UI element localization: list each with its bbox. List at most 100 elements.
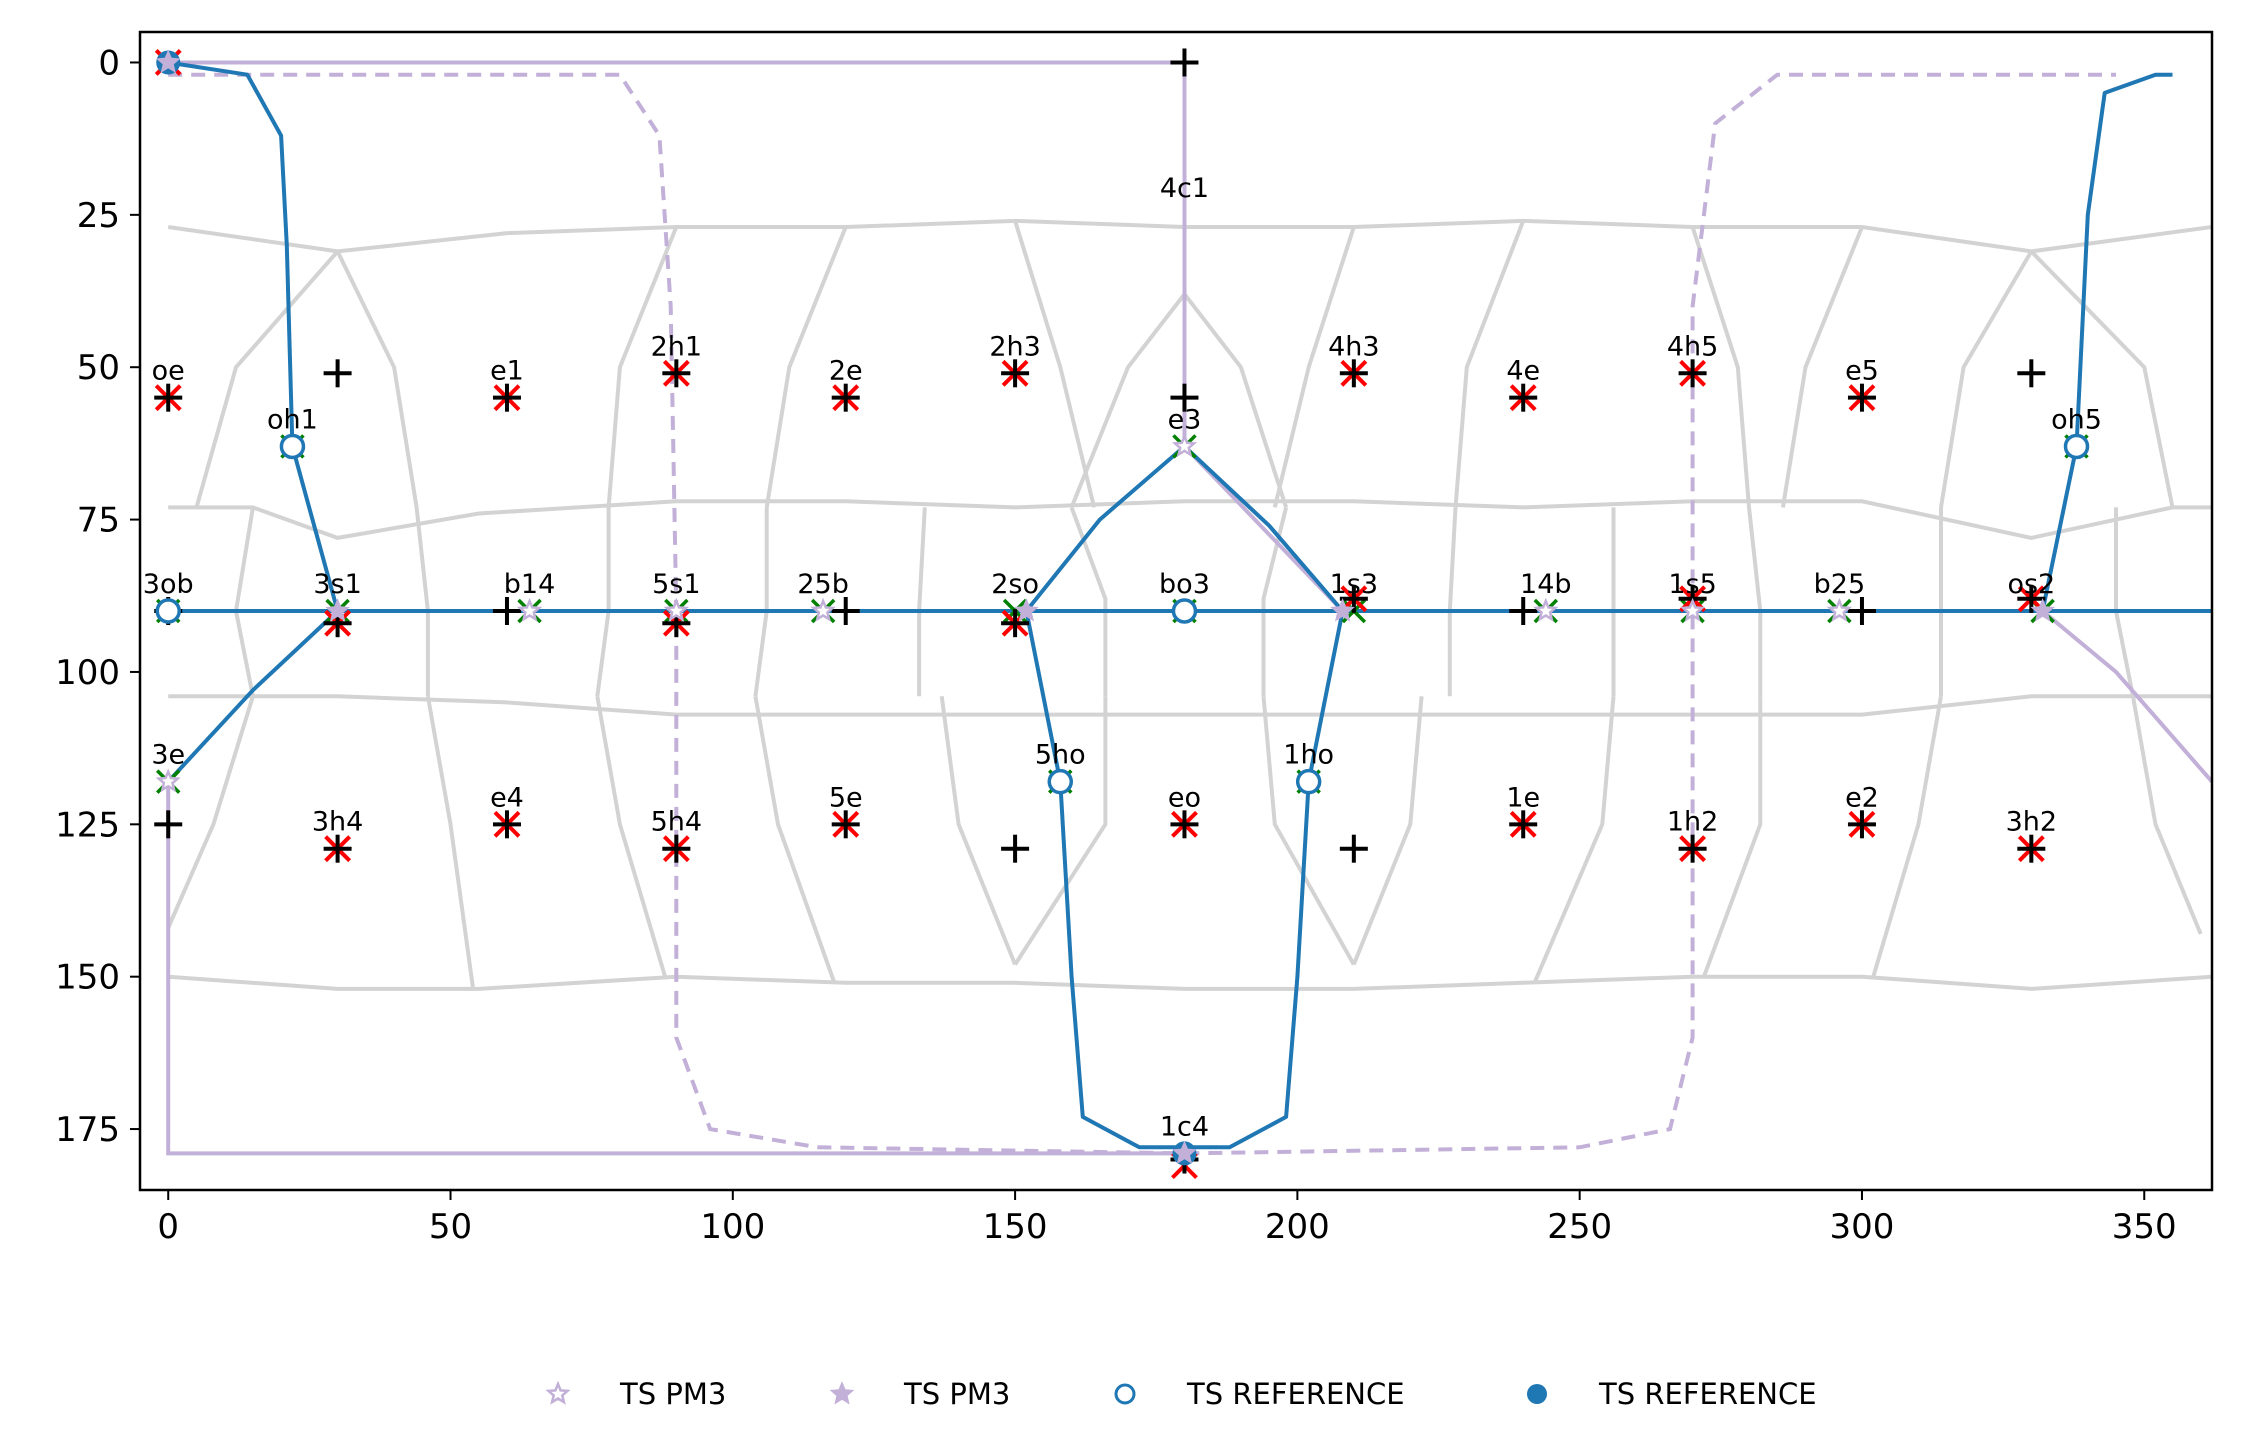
ts-reference-open-point bbox=[279, 433, 306, 460]
x-tick-label: 200 bbox=[1265, 1207, 1330, 1247]
plus-marker bbox=[1678, 834, 1707, 863]
point-label: 5e bbox=[829, 782, 863, 813]
mesh-line bbox=[1013, 220, 1097, 508]
plus-marker bbox=[1170, 810, 1199, 839]
point-label: 4h3 bbox=[1328, 331, 1379, 362]
point-label: eo bbox=[1168, 782, 1201, 813]
mesh-line bbox=[1702, 696, 1763, 978]
point-label: 3h4 bbox=[312, 807, 363, 838]
x-tick-label: 350 bbox=[2112, 1207, 2177, 1247]
point-label: oh5 bbox=[2051, 404, 2102, 435]
point-label: b14 bbox=[504, 569, 556, 600]
mesh-line bbox=[764, 226, 848, 508]
point-label: e2 bbox=[1845, 782, 1879, 813]
point-label: 25b bbox=[797, 569, 849, 600]
mesh-line bbox=[1351, 696, 1424, 966]
ts-pm3-filled-point bbox=[2030, 598, 2055, 622]
ts-pm3-open-point bbox=[810, 597, 836, 622]
x-tick-label: 150 bbox=[983, 1207, 1048, 1247]
point-label: e5 bbox=[1845, 356, 1879, 387]
point-label: 1s5 bbox=[1668, 569, 1716, 600]
mesh-line bbox=[1182, 292, 1289, 509]
point-label: e4 bbox=[490, 782, 524, 813]
ts-reference-open-point bbox=[1047, 768, 1074, 795]
point-label: 2so bbox=[991, 569, 1039, 600]
reference-path bbox=[166, 60, 340, 784]
pm3-path bbox=[2041, 609, 2212, 784]
pm3-path bbox=[166, 781, 1185, 1156]
point-label: os2 bbox=[2007, 569, 2055, 600]
plus-marker bbox=[1339, 359, 1368, 388]
point-label: bo3 bbox=[1159, 569, 1210, 600]
plus-marker bbox=[1339, 834, 1368, 863]
legend: TS PM3 TS PM3 TS REFERENCE TS REFERENCE bbox=[545, 1377, 1817, 1411]
mesh-line bbox=[939, 696, 1017, 966]
axes-frame bbox=[138, 30, 2214, 1192]
plus-marker bbox=[154, 383, 183, 412]
pm3-dashed-path bbox=[168, 72, 2116, 1156]
point-label: 1h2 bbox=[1667, 807, 1718, 838]
mesh-line bbox=[167, 218, 2212, 254]
point-label: 3s1 bbox=[313, 569, 361, 600]
mesh-line bbox=[166, 695, 255, 929]
y-tick-label: 150 bbox=[55, 958, 120, 998]
point-label: oe bbox=[152, 356, 185, 387]
point-label: 4c1 bbox=[1160, 173, 1209, 204]
point-label: 3h2 bbox=[2006, 807, 2057, 838]
legend-label: TS REFERENCE bbox=[1186, 1377, 1405, 1411]
mesh-line bbox=[1747, 507, 1763, 697]
plus-marker bbox=[492, 810, 521, 839]
y-tick-label: 25 bbox=[77, 196, 120, 236]
legend-item: TS PM3 bbox=[829, 1377, 1010, 1411]
legend-label: TS PM3 bbox=[903, 1377, 1010, 1411]
plus-marker bbox=[2017, 834, 2046, 863]
ts-pm3-filled-point bbox=[325, 598, 350, 622]
ts-pm3-filled-point bbox=[155, 49, 181, 73]
mesh-line bbox=[194, 250, 340, 508]
reference-path bbox=[2040, 72, 2173, 612]
ts-pm3-open-point bbox=[1680, 597, 1706, 622]
ts-reference-open-point bbox=[155, 598, 181, 624]
point-label: 1e bbox=[1506, 782, 1540, 813]
plus-marker bbox=[1847, 810, 1876, 839]
mesh-line bbox=[2029, 250, 2175, 508]
mesh-line bbox=[753, 695, 837, 984]
mesh-line bbox=[1453, 220, 1526, 508]
ts-pm3-open-point bbox=[516, 597, 543, 622]
plus-marker bbox=[1001, 609, 1030, 638]
ts-pm3-open-point bbox=[1826, 597, 1852, 622]
plus-marker bbox=[1170, 48, 1199, 77]
pm3-path bbox=[168, 60, 1187, 447]
mesh-line bbox=[168, 694, 2212, 717]
plus-marker bbox=[1509, 810, 1538, 839]
mesh-line bbox=[414, 507, 430, 697]
legend-star-open-icon bbox=[545, 1380, 571, 1405]
point-label: 3e bbox=[151, 740, 185, 771]
mesh-line bbox=[595, 507, 611, 697]
mesh-line bbox=[1013, 696, 1108, 966]
ts-pm3-filled-point bbox=[1014, 598, 1039, 622]
mesh-line bbox=[1261, 506, 1289, 697]
plus-marker bbox=[1339, 584, 1368, 613]
mesh-line bbox=[606, 226, 679, 508]
plus-marker bbox=[662, 834, 691, 863]
plus-marker bbox=[1170, 383, 1199, 412]
plus-marker bbox=[831, 383, 860, 412]
ts-pm3-open-point bbox=[155, 768, 181, 793]
plot-inner bbox=[154, 48, 2212, 1180]
mesh-line bbox=[233, 507, 255, 697]
point-label: 5h4 bbox=[651, 807, 702, 838]
legend-circle-filled-icon bbox=[1527, 1384, 1547, 1404]
plus-marker bbox=[323, 359, 352, 388]
point-label: 1s3 bbox=[1330, 569, 1378, 600]
y-tick-label: 175 bbox=[55, 1110, 120, 1150]
plus-marker bbox=[1001, 359, 1030, 388]
point-label: 1c4 bbox=[1160, 1111, 1209, 1142]
axes: 0 50 100 150 200 250 300 350 0 25 50 75 100 125 150 175 bbox=[55, 30, 2214, 1247]
mesh-line bbox=[1871, 695, 1943, 978]
mesh-line bbox=[1780, 226, 1864, 508]
legend-circle-open-icon bbox=[1114, 1383, 1136, 1405]
ts-pm3-open-point bbox=[1533, 597, 1559, 622]
mesh-line bbox=[1532, 696, 1616, 984]
